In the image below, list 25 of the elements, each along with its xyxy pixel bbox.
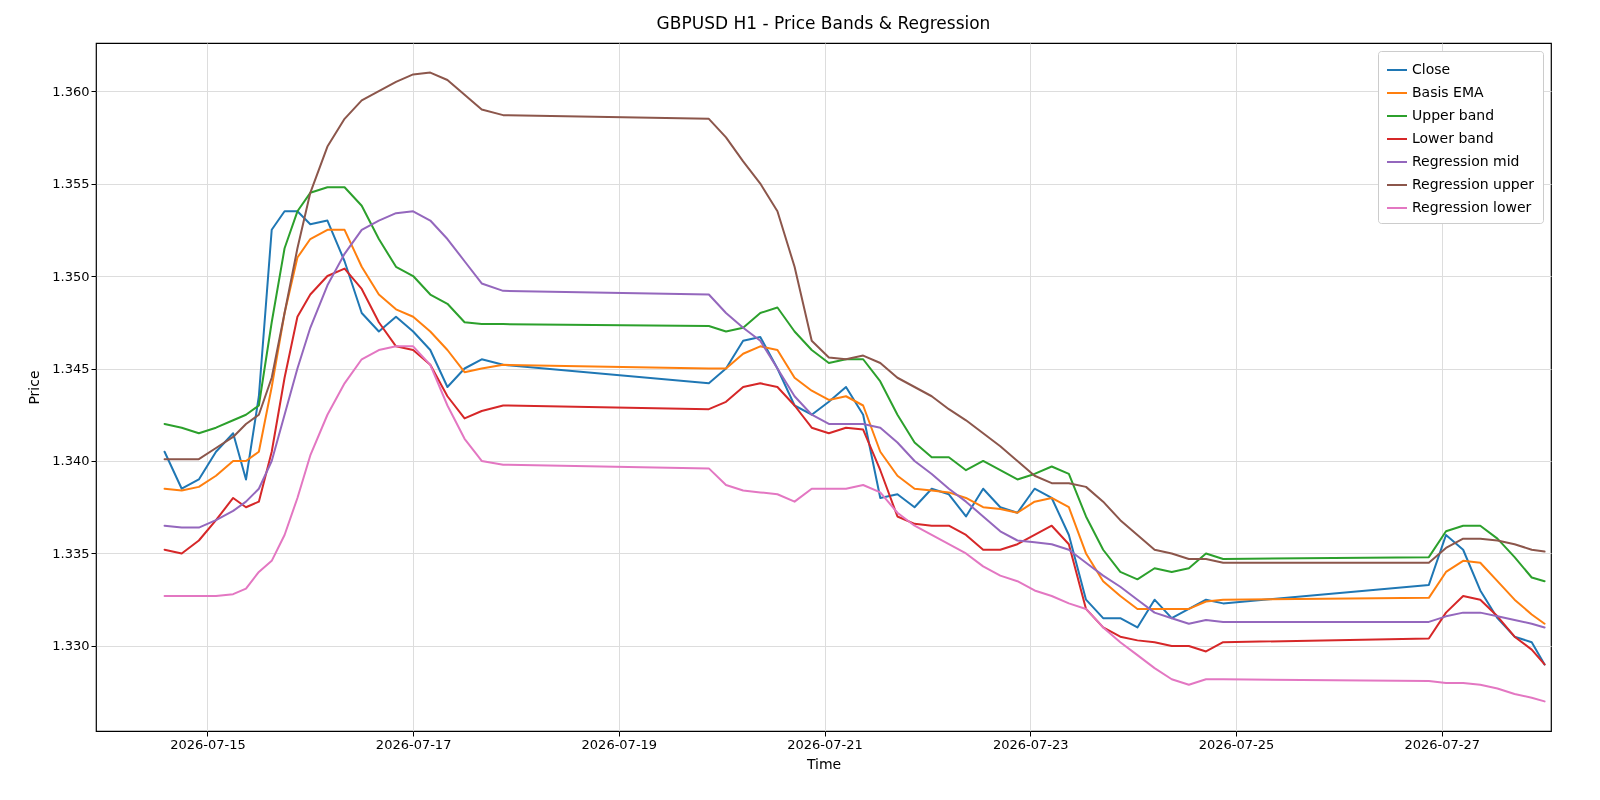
legend-label: Regression upper xyxy=(1412,176,1535,192)
y-tick-label: 1.355 xyxy=(52,176,90,192)
y-tick-label: 1.345 xyxy=(52,361,90,377)
y-tick-label: 1.330 xyxy=(52,638,90,654)
x-tick-label: 2026-07-25 xyxy=(1198,736,1275,752)
y-axis-title: Price xyxy=(26,370,43,405)
legend-label: Basis EMA xyxy=(1412,84,1485,100)
legend-label: Regression mid xyxy=(1412,153,1520,169)
y-tick-label: 1.340 xyxy=(52,453,90,469)
x-tick-label: 2026-07-17 xyxy=(375,736,452,752)
legend-label: Close xyxy=(1412,61,1451,77)
y-tick-label: 1.335 xyxy=(52,545,90,561)
legend-label: Lower band xyxy=(1412,130,1494,146)
x-tick-label: 2026-07-19 xyxy=(581,736,658,752)
chart-title: GBPUSD H1 - Price Bands & Regression xyxy=(656,13,991,33)
x-tick-label: 2026-07-15 xyxy=(170,736,246,752)
y-tick-label: 1.350 xyxy=(52,268,90,284)
legend-label: Regression lower xyxy=(1412,199,1532,215)
line-series xyxy=(163,345,1546,703)
x-tick-label: 2026-07-23 xyxy=(993,736,1069,752)
x-tick-label: 2026-07-21 xyxy=(787,736,863,752)
x-axis-title: Time xyxy=(805,755,842,772)
y-tick-label: 1.360 xyxy=(52,83,90,99)
legend-label: Upper band xyxy=(1412,107,1495,123)
x-tick-label: 2026-07-27 xyxy=(1404,736,1480,752)
